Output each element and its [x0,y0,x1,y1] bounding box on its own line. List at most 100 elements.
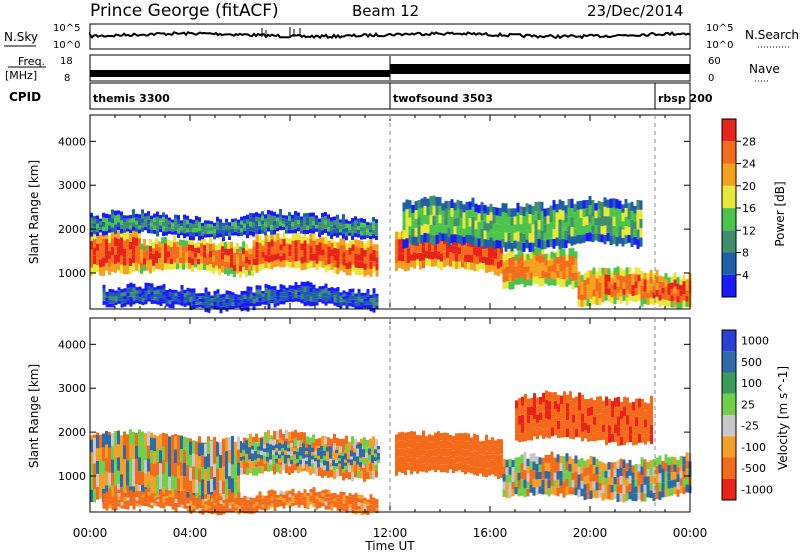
heat-cell [505,252,509,260]
heat-cell [216,229,219,234]
heat-cell [243,219,246,224]
heat-cell [228,476,231,490]
heat-cell [422,447,425,456]
heat-cell [171,497,175,501]
heat-cell [174,507,178,512]
heat-cell [126,500,130,504]
heat-cell [297,295,301,299]
heat-cell [552,239,556,249]
heat-cell [488,440,491,448]
heat-cell [544,486,548,495]
heat-cell [192,453,195,467]
heat-cell [568,464,572,472]
heat-cell [288,244,292,251]
heat-cell [488,258,491,266]
heat-cell [123,489,127,493]
heat-cell [306,496,310,500]
heat-cell [523,253,527,261]
heat-cell [536,405,539,415]
heat-cell [661,468,665,476]
heat-cell [458,462,461,471]
heat-cell [649,283,653,291]
heat-cell [535,464,539,472]
heat-cell [219,298,223,302]
heat-cell [461,464,464,473]
heat-cell [444,217,448,226]
heat-cell [637,294,641,301]
heat-cell [108,289,112,293]
heat-cell [300,502,304,505]
heat-cell [414,218,418,228]
heat-cell [593,400,596,409]
heat-cell [404,246,407,255]
heat-cell [342,438,345,448]
heat-cell [168,296,172,301]
heat-cell [574,258,578,266]
heat-cell [153,293,157,298]
heat-cell [449,434,452,442]
heat-cell [200,236,203,244]
colorbar-tick-label: 25 [741,398,755,411]
heat-cell [291,502,295,507]
heat-cell [165,462,168,476]
heat-cell [655,490,659,499]
heat-cell [288,295,292,299]
heat-cell [267,210,270,215]
heat-cell [186,287,190,292]
heat-cell [324,216,327,221]
heat-cell [685,301,689,308]
heat-cell [180,293,184,298]
heat-cell [147,503,151,508]
heat-cell [186,437,189,452]
heat-cell [685,484,689,493]
heat-cell [425,258,428,266]
heat-cell [455,448,458,457]
heat-cell [444,209,448,218]
heat-cell [236,249,239,256]
heat-cell [324,236,328,244]
heat-cell [284,454,287,460]
heat-cell [480,220,484,229]
heat-cell [231,450,234,465]
heat-cell [577,278,581,286]
heat-cell [141,295,145,299]
heat-cell [111,255,114,264]
heat-cell [255,289,259,294]
heat-cell [231,302,235,306]
heat-cell [264,222,267,227]
heat-cell [627,211,631,219]
heat-cell [625,470,629,479]
heat-cell [482,448,485,456]
heat-cell [375,302,379,306]
heat-cell [626,397,629,407]
heat-cell [516,212,520,222]
heat-cell [162,496,166,500]
heat-cell [595,291,599,299]
heat-cell [565,254,569,261]
heat-cell [579,200,583,210]
heat-cell [315,228,318,232]
heat-cell [582,217,586,226]
heat-cell [213,463,216,477]
heat-cell [652,467,656,476]
heat-cell [607,462,611,470]
heat-cell [144,446,147,461]
heat-cell [312,229,315,234]
nsearch-bottom-tick: 10^0 [706,40,733,51]
heat-cell [288,229,291,234]
heat-cell [636,200,640,210]
heat-cell [243,466,246,475]
heat-cell [195,500,199,503]
heat-cell [297,260,301,268]
heat-cell [303,281,307,287]
heat-cell [574,273,578,281]
heat-cell [273,430,276,440]
heat-cell [189,219,192,224]
heat-cell [553,279,557,286]
heat-cell [664,454,668,463]
heat-cell [563,409,566,419]
heat-cell [336,233,339,238]
heat-cell [156,496,160,500]
heat-cell [248,459,251,464]
heat-cell [135,458,138,472]
